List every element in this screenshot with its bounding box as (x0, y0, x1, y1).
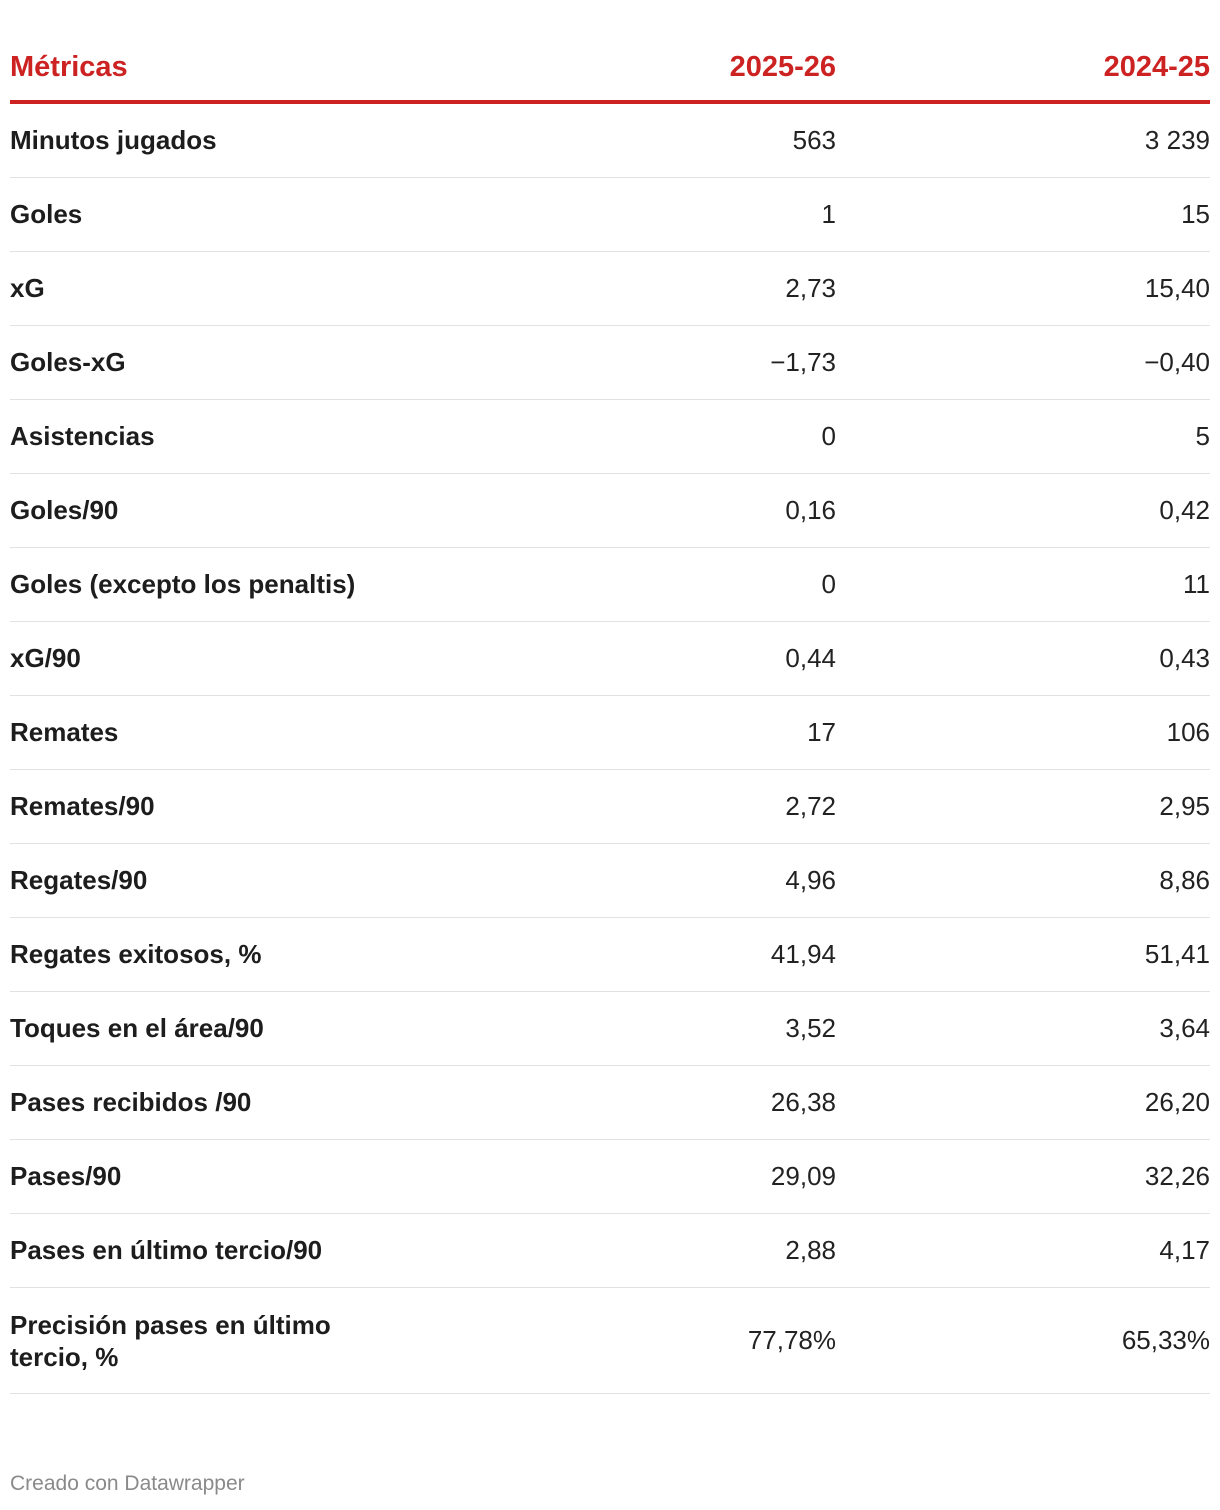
metric-label: Pases en último tercio/90 (10, 1235, 323, 1265)
value-2025-26: 2,72 (530, 769, 836, 844)
value-2024-25: −0,40 (836, 325, 1210, 400)
metric-label-cell: Pases en último tercio/90 (10, 1213, 530, 1288)
table-row: Toques en el área/90 3,52 3,64 (10, 991, 1210, 1066)
header-row: Métricas 2025-26 2024-25 (10, 34, 1210, 104)
metric-label-cell: Precisión pases en último tercio, % (10, 1287, 530, 1394)
value-2025-26: 77,78% (530, 1287, 836, 1394)
metric-label: Minutos jugados (10, 125, 217, 155)
metric-label-cell: Regates/90 (10, 843, 530, 918)
metric-label: Pases recibidos /90 (10, 1087, 252, 1117)
value-2024-25: 0,43 (836, 621, 1210, 696)
datawrapper-credit[interactable]: Creado con Datawrapper (10, 1472, 245, 1495)
metric-label-cell: Minutos jugados (10, 102, 530, 178)
metric-label: Remates/90 (10, 791, 155, 821)
table-row: Goles (excepto los penaltis) 0 11 (10, 547, 1210, 622)
value-2025-26: 41,94 (530, 917, 836, 992)
metric-label-cell: Pases/90 (10, 1139, 530, 1214)
metric-label: Pases/90 (10, 1161, 122, 1191)
metric-label: Asistencias (10, 421, 155, 451)
metric-label-cell: Remates (10, 695, 530, 770)
metric-label-cell: Goles-xG (10, 325, 530, 400)
metric-label-cell: Asistencias (10, 399, 530, 474)
value-2025-26: 26,38 (530, 1065, 836, 1140)
table-row: Asistencias 0 5 (10, 399, 1210, 474)
metric-label-cell: Goles (excepto los penaltis) (10, 547, 530, 622)
value-2025-26: 0,44 (530, 621, 836, 696)
metric-label: Precisión pases en último tercio, % (10, 1309, 331, 1372)
table-row: Goles/90 0,16 0,42 (10, 473, 1210, 548)
value-2024-25: 106 (836, 695, 1210, 770)
table-header: Métricas 2025-26 2024-25 (10, 34, 1210, 104)
value-2025-26: 2,73 (530, 251, 836, 326)
metric-label-cell: Goles (10, 177, 530, 252)
metric-label: xG (10, 273, 45, 303)
table-row: Goles 1 15 (10, 177, 1210, 252)
metric-label-cell: Goles/90 (10, 473, 530, 548)
value-2025-26: 17 (530, 695, 836, 770)
column-header-metric[interactable]: Métricas (10, 34, 530, 104)
value-2024-25: 65,33% (836, 1287, 1210, 1394)
metric-label-cell: xG (10, 251, 530, 326)
table-row: Pases recibidos /90 26,38 26,20 (10, 1065, 1210, 1140)
table-row: Pases en último tercio/90 2,88 4,17 (10, 1213, 1210, 1288)
column-header-2024-25[interactable]: 2024-25 (836, 34, 1210, 104)
value-2025-26: 3,52 (530, 991, 836, 1066)
metric-label: xG/90 (10, 643, 81, 673)
metric-label: Goles (excepto los penaltis) (10, 569, 356, 599)
value-2024-25: 0,42 (836, 473, 1210, 548)
metric-label: Goles/90 (10, 495, 119, 525)
table-row: Minutos jugados 563 3 239 (10, 102, 1210, 178)
table-row: xG 2,73 15,40 (10, 251, 1210, 326)
value-2024-25: 5 (836, 399, 1210, 474)
value-2024-25: 8,86 (836, 843, 1210, 918)
value-2024-25: 2,95 (836, 769, 1210, 844)
metric-label: Remates (10, 717, 119, 747)
metric-label: Toques en el área/90 (10, 1013, 264, 1043)
metric-label: Goles-xG (10, 347, 126, 377)
value-2024-25: 3 239 (836, 102, 1210, 178)
value-2024-25: 32,26 (836, 1139, 1210, 1214)
value-2025-26: 4,96 (530, 843, 836, 918)
value-2024-25: 51,41 (836, 917, 1210, 992)
value-2024-25: 26,20 (836, 1065, 1210, 1140)
value-2024-25: 4,17 (836, 1213, 1210, 1288)
table-row: Pases/90 29,09 32,26 (10, 1139, 1210, 1214)
value-2025-26: 2,88 (530, 1213, 836, 1288)
value-2025-26: 563 (530, 102, 836, 178)
value-2025-26: −1,73 (530, 325, 836, 400)
table-body: Minutos jugados 563 3 239 Goles 1 15 xG 2,73 15,… (10, 102, 1210, 1394)
table-row: Remates 17 106 (10, 695, 1210, 770)
stats-table: Métricas 2025-26 2024-25 Minutos jugados… (10, 34, 1210, 1394)
value-2024-25: 3,64 (836, 991, 1210, 1066)
value-2025-26: 0 (530, 547, 836, 622)
stats-table-container: Métricas 2025-26 2024-25 Minutos jugados… (10, 34, 1210, 1394)
value-2025-26: 0,16 (530, 473, 836, 548)
metric-label: Regates exitosos, % (10, 939, 262, 969)
metric-label: Goles (10, 199, 83, 229)
metric-label-cell: Regates exitosos, % (10, 917, 530, 992)
value-2025-26: 0 (530, 399, 836, 474)
value-2024-25: 15,40 (836, 251, 1210, 326)
metric-label-cell: Pases recibidos /90 (10, 1065, 530, 1140)
table-row: Regates/90 4,96 8,86 (10, 843, 1210, 918)
table-row: Precisión pases en último tercio, % 77,78… (10, 1287, 1210, 1394)
table-row: Regates exitosos, % 41,94 51,41 (10, 917, 1210, 992)
value-2025-26: 1 (530, 177, 836, 252)
table-row: xG/90 0,44 0,43 (10, 621, 1210, 696)
metric-label-cell: Remates/90 (10, 769, 530, 844)
value-2024-25: 15 (836, 177, 1210, 252)
value-2025-26: 29,09 (530, 1139, 836, 1214)
table-row: Remates/90 2,72 2,95 (10, 769, 1210, 844)
metric-label-cell: Toques en el área/90 (10, 991, 530, 1066)
value-2024-25: 11 (836, 547, 1210, 622)
column-header-2025-26[interactable]: 2025-26 (530, 34, 836, 104)
table-row: Goles-xG −1,73 −0,40 (10, 325, 1210, 400)
metric-label-cell: xG/90 (10, 621, 530, 696)
metric-label: Regates/90 (10, 865, 148, 895)
